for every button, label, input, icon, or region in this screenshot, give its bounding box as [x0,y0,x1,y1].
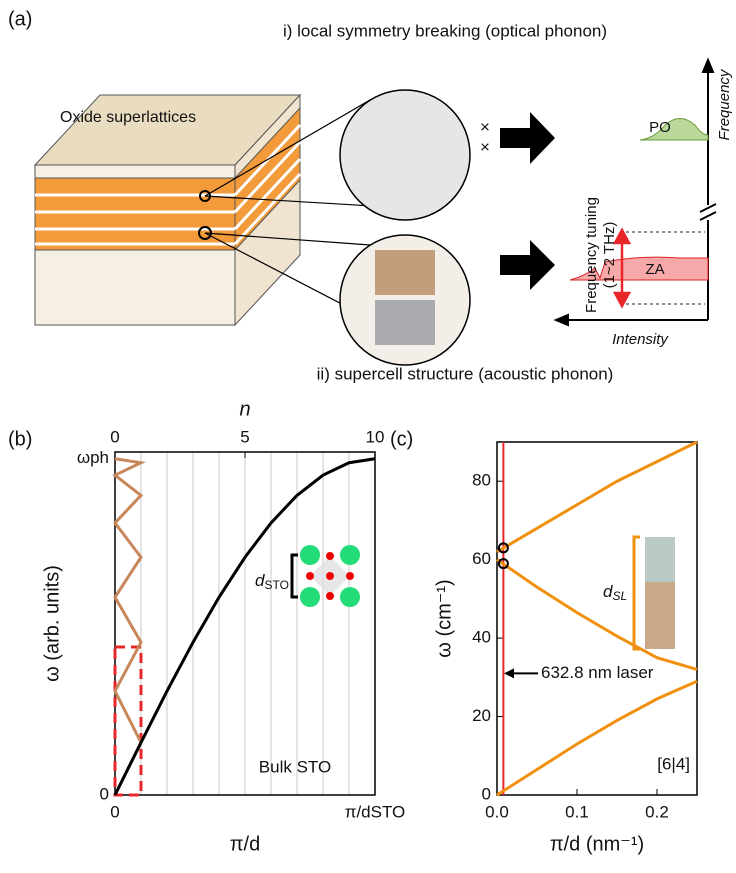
cross-mark: × [480,117,490,136]
x2-tick-label: 5 [240,427,249,446]
atom [340,545,360,565]
y-tick-label: 60 [472,549,491,568]
x-tick-label: 0.0 [485,802,509,821]
atom [326,572,334,580]
arrowhead [504,668,514,678]
annotation: [6|4] [657,754,690,773]
atom [306,572,314,580]
y-axis-title: ω (cm⁻¹) [433,579,455,657]
x-axis-title: π/d [230,833,260,855]
annotation: SL [612,589,627,603]
cross-mark: × [480,137,490,156]
za-label: ZA [645,261,664,278]
arrow [500,112,555,164]
annotation: STO [264,578,288,592]
y-tick-label: 0 [482,784,491,803]
caption: i) local symmetry breaking (optical phon… [283,21,607,40]
frequency-axis: Frequency [716,68,733,140]
y-tick-label: 40 [472,628,491,647]
x-tick-label: 0.1 [565,802,589,821]
bracket [634,537,640,649]
panel-label: (c) [390,428,413,450]
y-tick-label: 0 [100,784,109,803]
x-tick-label: 0 [110,802,119,821]
unit-cell [300,545,360,607]
x2-tick-label: 0 [110,427,119,446]
annotation: dSTO [255,571,289,592]
atom [300,545,320,565]
atom [340,587,360,607]
x2-axis-title: n [239,398,250,420]
atom [326,592,334,600]
x-tick-label: 0.2 [645,802,669,821]
panel-label: (b) [8,428,32,450]
superlattice-block [35,95,300,325]
tuning-range: (1~2 THz) [601,222,618,289]
atom [346,572,354,580]
structure-circles [340,90,470,365]
annotation: dSL [603,582,627,603]
tuning-label: Frequency tuning [583,197,600,313]
po-label: PO [649,119,671,136]
y-tick-label: 80 [472,471,491,490]
intensity-axis: Intensity [612,331,669,348]
block-label: Oxide superlattices [60,109,196,126]
series-line [497,442,697,552]
annotation: Bulk STO [259,757,331,776]
atom [300,587,320,607]
spectrum-axes [556,60,716,325]
y-tick-label: ωph [77,448,109,467]
annotation: 632.8 nm laser [541,663,654,682]
figure: (a) i) local symmetry breaking (optical … [0,0,736,873]
atom [326,552,334,560]
y-axis-title: ω (arb. units) [41,565,63,682]
series-line [115,459,141,795]
arrow [500,240,555,290]
caption: ii) supercell structure (acoustic phonon… [317,364,614,383]
x-axis-title: π/d (nm⁻¹) [550,833,644,855]
y-tick-label: 20 [472,706,491,725]
panel-label: (a) [8,8,32,30]
x2-tick-label: 10 [366,427,385,446]
x-tick-label: π/dSTO [345,802,406,821]
superlattice-inset [645,537,675,582]
series-line [497,681,697,795]
